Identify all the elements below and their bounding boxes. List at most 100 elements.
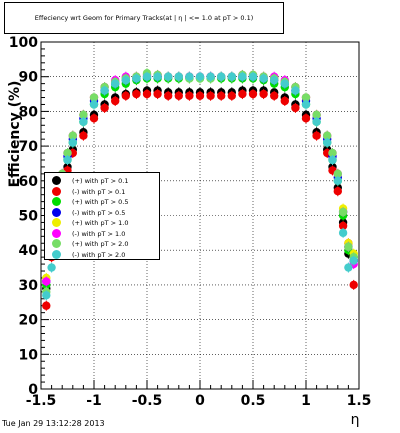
- data-point: [227, 72, 236, 81]
- data-point: [323, 138, 332, 147]
- legend-label: (-) with pT > 0.1: [72, 187, 126, 196]
- data-point: [111, 79, 120, 88]
- x-tick-label: 1: [301, 393, 311, 409]
- y-tick-label: 20: [19, 313, 39, 329]
- y-tick-label: 70: [19, 139, 39, 155]
- legend-entry: (-) with pT > 0.5: [45, 207, 159, 218]
- y-tick-label: 10: [19, 347, 39, 363]
- legend-label: (-) with pT > 2.0: [72, 250, 126, 259]
- data-point: [328, 148, 337, 158]
- data-point: [248, 89, 258, 99]
- legend-marker-icon: [52, 249, 61, 259]
- data-point: [227, 91, 236, 100]
- legend-entry: (-) with pT > 1.0: [45, 228, 159, 239]
- data-point: [338, 207, 348, 217]
- data-point: [270, 91, 279, 100]
- data-point: [79, 117, 88, 127]
- data-point: [89, 100, 99, 109]
- data-point: [344, 242, 353, 251]
- data-point: [333, 187, 342, 196]
- y-axis-label: Efficiency (%): [7, 81, 23, 188]
- data-point: [291, 103, 300, 113]
- data-point: [195, 72, 205, 81]
- data-point: [238, 72, 247, 81]
- chart-title: Effeciency wrt Geom for Primary Tracks(a…: [34, 14, 254, 22]
- legend-marker-icon: [52, 207, 61, 217]
- legend-marker-icon: [52, 218, 61, 227]
- data-point: [333, 169, 342, 179]
- data-point: [185, 72, 194, 81]
- data-point: [121, 75, 130, 85]
- data-point: [121, 91, 130, 100]
- data-point: [164, 72, 173, 81]
- data-point: [185, 91, 194, 100]
- data-point: [63, 155, 72, 165]
- data-point: [312, 110, 321, 120]
- data-point: [248, 72, 258, 81]
- data-point: [338, 228, 348, 238]
- data-point: [142, 89, 152, 99]
- data-point: [89, 114, 99, 123]
- legend-entry: (+) with pT > 1.0: [45, 218, 159, 228]
- legend-entry: (-) with pT > 0.1: [45, 186, 159, 197]
- x-tick-label: -0.5: [132, 393, 163, 409]
- data-point: [100, 103, 109, 113]
- data-point: [259, 74, 268, 83]
- data-point: [344, 263, 353, 272]
- data-point: [349, 280, 358, 290]
- data-point: [89, 93, 99, 102]
- data-point: [42, 291, 51, 300]
- y-tick-label: 80: [19, 104, 39, 120]
- data-point: [301, 114, 311, 123]
- data-point: [195, 91, 205, 100]
- y-tick-label: 50: [19, 209, 39, 225]
- data-point: [312, 131, 321, 140]
- data-point: [338, 221, 348, 231]
- data-point: [100, 86, 109, 95]
- data-point: [68, 131, 78, 140]
- data-point: [79, 110, 88, 120]
- data-point: [42, 301, 51, 310]
- y-tick-label: 60: [19, 174, 39, 190]
- data-point: [153, 89, 162, 99]
- data-point: [280, 79, 289, 88]
- data-point: [270, 75, 279, 85]
- legend-marker-icon: [52, 239, 61, 248]
- data-point: [164, 91, 173, 100]
- data-point: [238, 89, 247, 99]
- data-point: [174, 72, 183, 81]
- legend-label: (+) with pT > 0.1: [72, 177, 129, 185]
- x-tick-label: 0.5: [241, 393, 266, 409]
- data-point: [174, 91, 183, 100]
- data-point: [206, 72, 215, 81]
- data-point: [301, 100, 311, 109]
- data-point: [349, 256, 358, 265]
- y-tick-label: 100: [9, 35, 38, 51]
- y-tick-label: 40: [19, 243, 39, 259]
- legend-label: (+) with pT > 1.0: [72, 219, 129, 227]
- x-axis-label: η: [351, 412, 360, 428]
- data-point: [132, 74, 141, 83]
- legend-marker-icon: [52, 197, 61, 206]
- legend: (+) with pT > 0.1 (-) with pT > 0.1 (+) wi…: [44, 172, 160, 260]
- legend-label: (+) with pT > 2.0: [72, 240, 129, 248]
- data-point: [47, 263, 56, 272]
- x-axis-ticks: -1.5 -1 -0.5 0 0.5 1 1.5: [26, 380, 371, 409]
- y-tick-label: 30: [19, 278, 39, 294]
- legend-marker-icon: [52, 228, 61, 238]
- data-point: [206, 91, 215, 100]
- legend-label: (-) with pT > 1.0: [72, 229, 126, 238]
- x-tick-label: -1: [86, 393, 102, 409]
- data-point: [323, 131, 332, 140]
- x-tick-label: -1.5: [26, 393, 57, 409]
- data-point: [111, 96, 120, 106]
- chart-title-box: Effeciency wrt Geom for Primary Tracks(a…: [4, 2, 284, 34]
- data-point: [259, 89, 268, 99]
- data-point: [42, 277, 51, 286]
- data-point: [79, 131, 88, 140]
- data-point: [217, 91, 226, 100]
- data-point: [312, 117, 321, 127]
- legend-entry: (-) with pT > 2.0: [45, 249, 159, 260]
- x-tick-label: 0: [195, 393, 205, 409]
